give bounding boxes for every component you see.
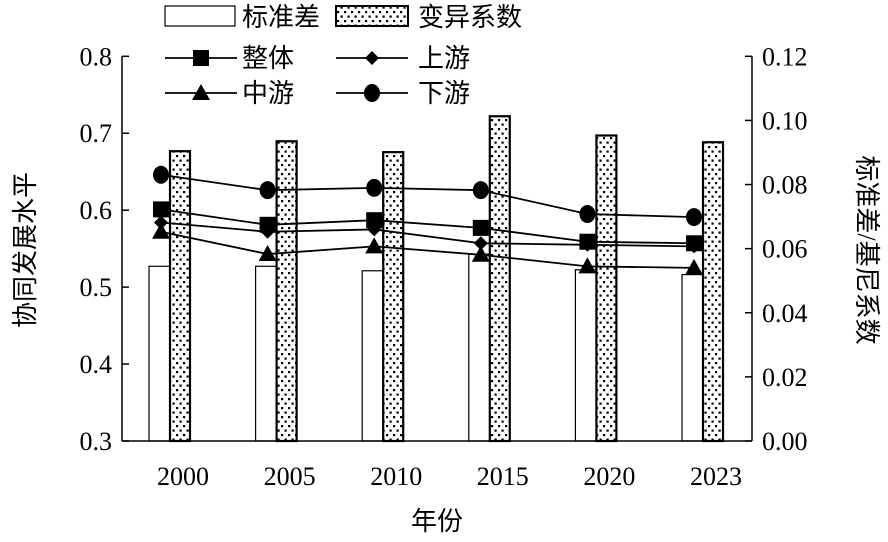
legend-label-circle: 下游 [418, 79, 470, 108]
bar-cv-2015 [488, 115, 511, 443]
y-axis-label-left: 协同发展水平 [11, 172, 40, 328]
point-square-2010 [366, 212, 383, 229]
x-tick: 2020 [583, 462, 635, 491]
y-tick-right: 0.08 [762, 171, 808, 200]
point-diamond-2010 [367, 222, 382, 237]
y-tick-left: 0.4 [80, 350, 113, 379]
y-tick-left: 0.8 [80, 42, 113, 71]
point-triangle-2015 [471, 245, 490, 262]
legend-label-std: 标准差 [242, 3, 320, 32]
x-tick: 2023 [690, 462, 742, 491]
point-triangle-2005 [258, 245, 277, 262]
legend-swatch-std [164, 5, 236, 27]
bar-std-2010 [361, 270, 384, 442]
bar-std-2023 [681, 274, 704, 442]
legend-swatch-cv [335, 5, 409, 27]
point-square-2000 [153, 201, 169, 218]
x-tick: 2015 [477, 462, 529, 491]
line-triangle [160, 230, 695, 269]
point-circle-2015 [472, 181, 489, 200]
y-tick-right: 0.12 [762, 42, 808, 71]
bar-std-2005 [255, 265, 278, 442]
x-tick: 2005 [264, 462, 316, 491]
legend-label-diamond: 上游 [418, 44, 470, 73]
legend-marker-triangle [192, 84, 210, 100]
point-triangle-2000 [152, 222, 170, 239]
x-tick: 2000 [157, 462, 209, 491]
bar-cv-2000 [168, 150, 192, 443]
y-tick-left: 0.3 [80, 427, 113, 456]
bar-cv-2005 [275, 140, 298, 443]
bars-group [148, 115, 725, 443]
y-tick-left: 0.5 [80, 273, 113, 302]
point-diamond-2023 [687, 239, 701, 254]
point-triangle-2023 [685, 258, 703, 275]
legend-marker-square [193, 50, 209, 66]
x-axis-label: 年份 [411, 507, 463, 536]
y-tick-right: 0.00 [762, 427, 808, 456]
bar-std-2020 [574, 269, 598, 442]
point-diamond-2000 [154, 215, 168, 230]
legend-marker-circle [364, 84, 380, 102]
legend-marker-diamond [365, 51, 379, 65]
legend-label-triangle: 中游 [242, 79, 294, 108]
y-tick-left: 0.7 [80, 119, 113, 148]
point-circle-2000 [153, 165, 169, 184]
point-diamond-2020 [580, 237, 595, 252]
y-tick-left: 0.6 [80, 196, 113, 225]
y-tick-right: 0.10 [762, 106, 808, 135]
point-triangle-2020 [578, 257, 597, 274]
line-square [160, 208, 695, 245]
bar-cv-2020 [595, 134, 618, 443]
point-circle-2010 [366, 178, 383, 197]
y-axis-label-right: 标准差/基尼系数 [852, 155, 881, 344]
axes-group: 0.3 0.4 0.5 0.6 0.7 0.8 0.00 0.02 0.04 0.06 0.08 0.… [80, 42, 808, 491]
bar-cv-2010 [382, 151, 405, 443]
point-diamond-2015 [473, 236, 488, 251]
x-tick: 2010 [370, 462, 422, 491]
legend-label-cv: 变异系数 [418, 3, 522, 32]
y-tick-right: 0.06 [762, 235, 808, 264]
line-circle [160, 173, 695, 219]
y-tick-right: 0.04 [762, 299, 808, 328]
point-circle-2005 [259, 181, 276, 200]
bar-cv-2023 [701, 141, 725, 443]
point-circle-2023 [686, 208, 702, 227]
line-diamond [160, 221, 695, 248]
legend-label-square: 整体 [242, 44, 294, 73]
point-circle-2020 [579, 205, 596, 224]
bar-std-2000 [148, 265, 171, 442]
point-diamond-2005 [260, 224, 275, 239]
lines-group [152, 165, 703, 275]
point-triangle-2010 [365, 237, 384, 254]
point-square-2015 [472, 219, 489, 236]
bar-std-2015 [468, 253, 491, 442]
y-tick-right: 0.02 [762, 363, 808, 392]
